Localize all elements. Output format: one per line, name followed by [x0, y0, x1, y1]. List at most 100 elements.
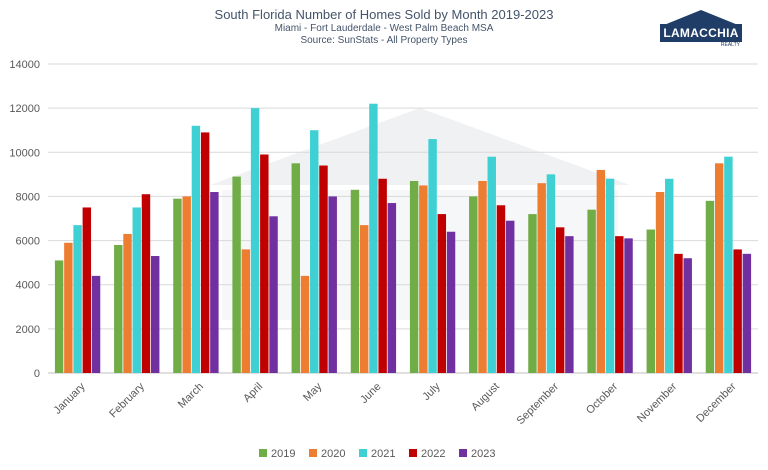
- bar-2022: [615, 236, 624, 373]
- bar-2023: [91, 275, 101, 373]
- bar-2023: [683, 258, 692, 373]
- x-tick-label: March: [176, 381, 206, 411]
- x-tick-label: June: [358, 381, 383, 406]
- legend-label: 2021: [371, 448, 395, 460]
- bar-2021: [487, 156, 496, 373]
- bar-2021: [724, 156, 733, 373]
- bar-2021: [665, 178, 674, 373]
- x-tick-label: December: [694, 380, 739, 425]
- x-tick-label: August: [469, 381, 502, 414]
- bar-2022: [260, 154, 269, 373]
- chart-subtitle: Miami - Fort Lauderdale - West Palm Beac…: [274, 23, 494, 34]
- bar-2020: [123, 233, 132, 373]
- y-tick-label: 12000: [9, 103, 40, 115]
- bar-2021: [546, 174, 556, 373]
- chart-source: Source: SunStats - All Property Types: [300, 35, 468, 46]
- bar-2020: [241, 249, 251, 373]
- bar-2022: [496, 205, 506, 373]
- legend-swatch: [359, 449, 367, 457]
- y-tick-label: 14000: [9, 59, 40, 71]
- bar-2019: [54, 260, 64, 373]
- bar-2020: [359, 225, 369, 373]
- bar-2021: [73, 225, 82, 373]
- y-tick-label: 4000: [16, 280, 40, 292]
- bar-2019: [587, 209, 596, 373]
- bar-2019: [173, 198, 182, 373]
- x-tick-label: July: [420, 380, 443, 403]
- bar-2019: [705, 200, 715, 373]
- bar-2022: [674, 253, 683, 373]
- bar-2022: [200, 132, 210, 373]
- bar-2023: [565, 236, 574, 373]
- bar-2021: [191, 125, 201, 373]
- bar-2020: [478, 180, 487, 373]
- bar-2022: [733, 249, 742, 373]
- bar-2023: [269, 216, 278, 373]
- legend-swatch: [259, 449, 267, 457]
- bar-2023: [742, 253, 752, 373]
- bar-2021: [310, 130, 319, 373]
- bar-2019: [232, 176, 241, 373]
- x-tick-label: February: [107, 380, 147, 420]
- bar-2020: [714, 163, 724, 373]
- legend-swatch: [459, 449, 467, 457]
- bar-2020: [64, 242, 73, 373]
- legend-label: 2019: [271, 448, 295, 460]
- bar-2022: [319, 165, 328, 373]
- brand-logo: LAMACCHIA REALTY: [660, 8, 742, 48]
- bar-2023: [505, 220, 515, 373]
- y-tick-label: 6000: [16, 236, 40, 248]
- bar-2023: [624, 238, 633, 373]
- title-block: South Florida Number of Homes Sold by Mo…: [0, 6, 768, 47]
- bar-2023: [328, 196, 337, 373]
- y-tick-label: 2000: [16, 324, 40, 336]
- bar-2020: [182, 196, 191, 373]
- legend-label: 2022: [421, 448, 445, 460]
- bar-2023: [150, 256, 160, 373]
- y-tick-label: 0: [34, 368, 40, 380]
- legend-label: 2023: [471, 448, 495, 460]
- logo-text: LAMACCHIA: [660, 24, 742, 42]
- chart-title: South Florida Number of Homes Sold by Mo…: [214, 7, 554, 22]
- bar-2019: [114, 244, 123, 373]
- bar-2021: [369, 103, 378, 373]
- bar-2019: [409, 180, 419, 373]
- legend-swatch: [409, 449, 417, 457]
- y-tick-label: 8000: [16, 191, 40, 203]
- bar-2022: [555, 227, 565, 373]
- logo-tagline: REALTY: [720, 42, 740, 48]
- watermark-roof-shape: [210, 108, 630, 185]
- bar-2021: [132, 207, 141, 373]
- x-tick-label: May: [301, 380, 325, 404]
- bar-2021: [250, 108, 260, 374]
- logo-roof-icon: [664, 10, 738, 25]
- bar-2022: [141, 194, 151, 373]
- bar-2019: [350, 189, 360, 373]
- bar-2022: [378, 178, 387, 373]
- bar-2020: [419, 185, 428, 373]
- bar-2022: [82, 207, 92, 373]
- bar-2021: [605, 178, 615, 373]
- bar-2019: [291, 163, 301, 373]
- x-tick-label: September: [515, 380, 562, 427]
- legend-swatch: [309, 449, 317, 457]
- bar-2020: [655, 192, 665, 373]
- bar-2022: [437, 214, 447, 373]
- x-tick-label: April: [241, 381, 265, 405]
- x-tick-label: October: [584, 380, 620, 416]
- bar-2020: [537, 183, 546, 373]
- bar-2023: [210, 192, 219, 373]
- y-tick-label: 10000: [9, 147, 40, 159]
- bar-2023: [446, 231, 456, 373]
- x-tick-label: January: [52, 380, 89, 417]
- bar-2020: [596, 169, 606, 373]
- bar-2019: [646, 229, 656, 373]
- bar-2019: [469, 196, 478, 373]
- legend-label: 2020: [321, 448, 345, 460]
- bar-2021: [428, 139, 437, 373]
- bar-2019: [528, 214, 537, 373]
- x-tick-label: November: [635, 380, 680, 425]
- bar-2023: [387, 203, 397, 373]
